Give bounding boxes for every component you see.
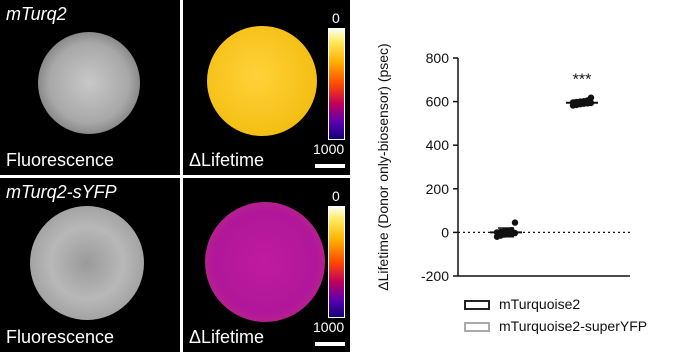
- colorbar: [328, 28, 345, 140]
- y-tick-label: 200: [426, 181, 450, 197]
- fluorescence-disc: [38, 32, 140, 134]
- panel-title-mturq2-syfp: mTurq2-sYFP: [6, 182, 117, 202]
- lifetime-disc-magenta: [205, 202, 325, 322]
- data-point: [587, 94, 595, 101]
- legend-swatch-mturquoise2-superyfp: [464, 322, 490, 332]
- y-tick-label: 800: [426, 50, 450, 66]
- scale-bar: [315, 342, 345, 346]
- legend-label-mturquoise2: mTurquoise2: [499, 296, 581, 312]
- colorbar: [328, 206, 345, 318]
- colorbar-top-tick: 0: [332, 10, 340, 26]
- lifetime-scatter-chart: -200 0 200 400 600 800 ΔLifetime (Donor only-b…: [375, 43, 630, 291]
- lifetime-image-mturq2: 0 1000 ΔLifetime: [183, 0, 350, 175]
- fluorescence-label-2: Fluorescence: [6, 327, 115, 347]
- lifetime-image-mturq2-syfp: 0 1000 ΔLifetime: [183, 178, 350, 352]
- scale-bar: [315, 164, 345, 168]
- fluorescence-disc: [30, 206, 144, 320]
- lifetime-label-2: ΔLifetime: [189, 327, 265, 347]
- legend-label-mturquoise2-superyfp: mTurquoise2-superYFP: [499, 318, 648, 334]
- legend-swatch-mturquoise2: [464, 300, 490, 310]
- fluorescence-label-1: Fluorescence: [6, 150, 115, 170]
- y-tick-label: 400: [426, 137, 450, 153]
- colorbar-top-tick: 0: [332, 188, 340, 204]
- colorbar-bottom-tick: 1000: [313, 319, 345, 335]
- fluorescence-image-mturq2-syfp: mTurq2-sYFP Fluorescence: [0, 178, 180, 352]
- y-tick-label: -200: [421, 268, 449, 284]
- data-point: [511, 219, 519, 226]
- fluorescence-image-mturq2: mTurq2 Fluorescence: [0, 0, 180, 175]
- y-axis-label: ΔLifetime (Donor only-biosensor) (psec): [375, 43, 391, 290]
- lifetime-label-1: ΔLifetime: [189, 150, 265, 170]
- significance-annotation: ***: [573, 72, 592, 89]
- lifetime-disc-yellow: [207, 26, 317, 136]
- panel-title-mturq2: mTurq2: [6, 4, 67, 24]
- y-tick-label: 0: [441, 224, 449, 240]
- colorbar-bottom-tick: 1000: [313, 141, 345, 157]
- y-tick-label: 600: [426, 94, 450, 110]
